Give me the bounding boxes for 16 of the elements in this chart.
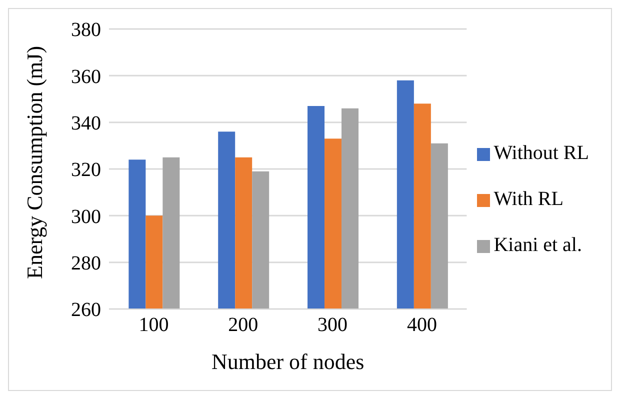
y-tick-label: 340 xyxy=(71,112,101,134)
x-tick-label: 200 xyxy=(228,314,258,336)
y-tick-label: 320 xyxy=(71,159,101,182)
y-tick-label: 380 xyxy=(71,19,101,42)
x-axis-title: Number of nodes xyxy=(211,349,364,374)
y-tick-label: 260 xyxy=(71,299,101,322)
legend-label: Kiani et al. xyxy=(494,234,582,256)
y-tick-label: 300 xyxy=(71,206,101,228)
y-tick-label: 360 xyxy=(71,66,101,88)
x-tick-label: 100 xyxy=(138,314,169,336)
y-tick-label: 280 xyxy=(71,252,101,274)
y-axis-title: Energy Consumption (mJ) xyxy=(22,46,47,279)
legend-label: With RL xyxy=(494,188,564,210)
x-tick-label: 400 xyxy=(406,314,437,336)
legend-label: Without RL xyxy=(494,142,589,164)
x-tick-label: 300 xyxy=(318,314,348,336)
